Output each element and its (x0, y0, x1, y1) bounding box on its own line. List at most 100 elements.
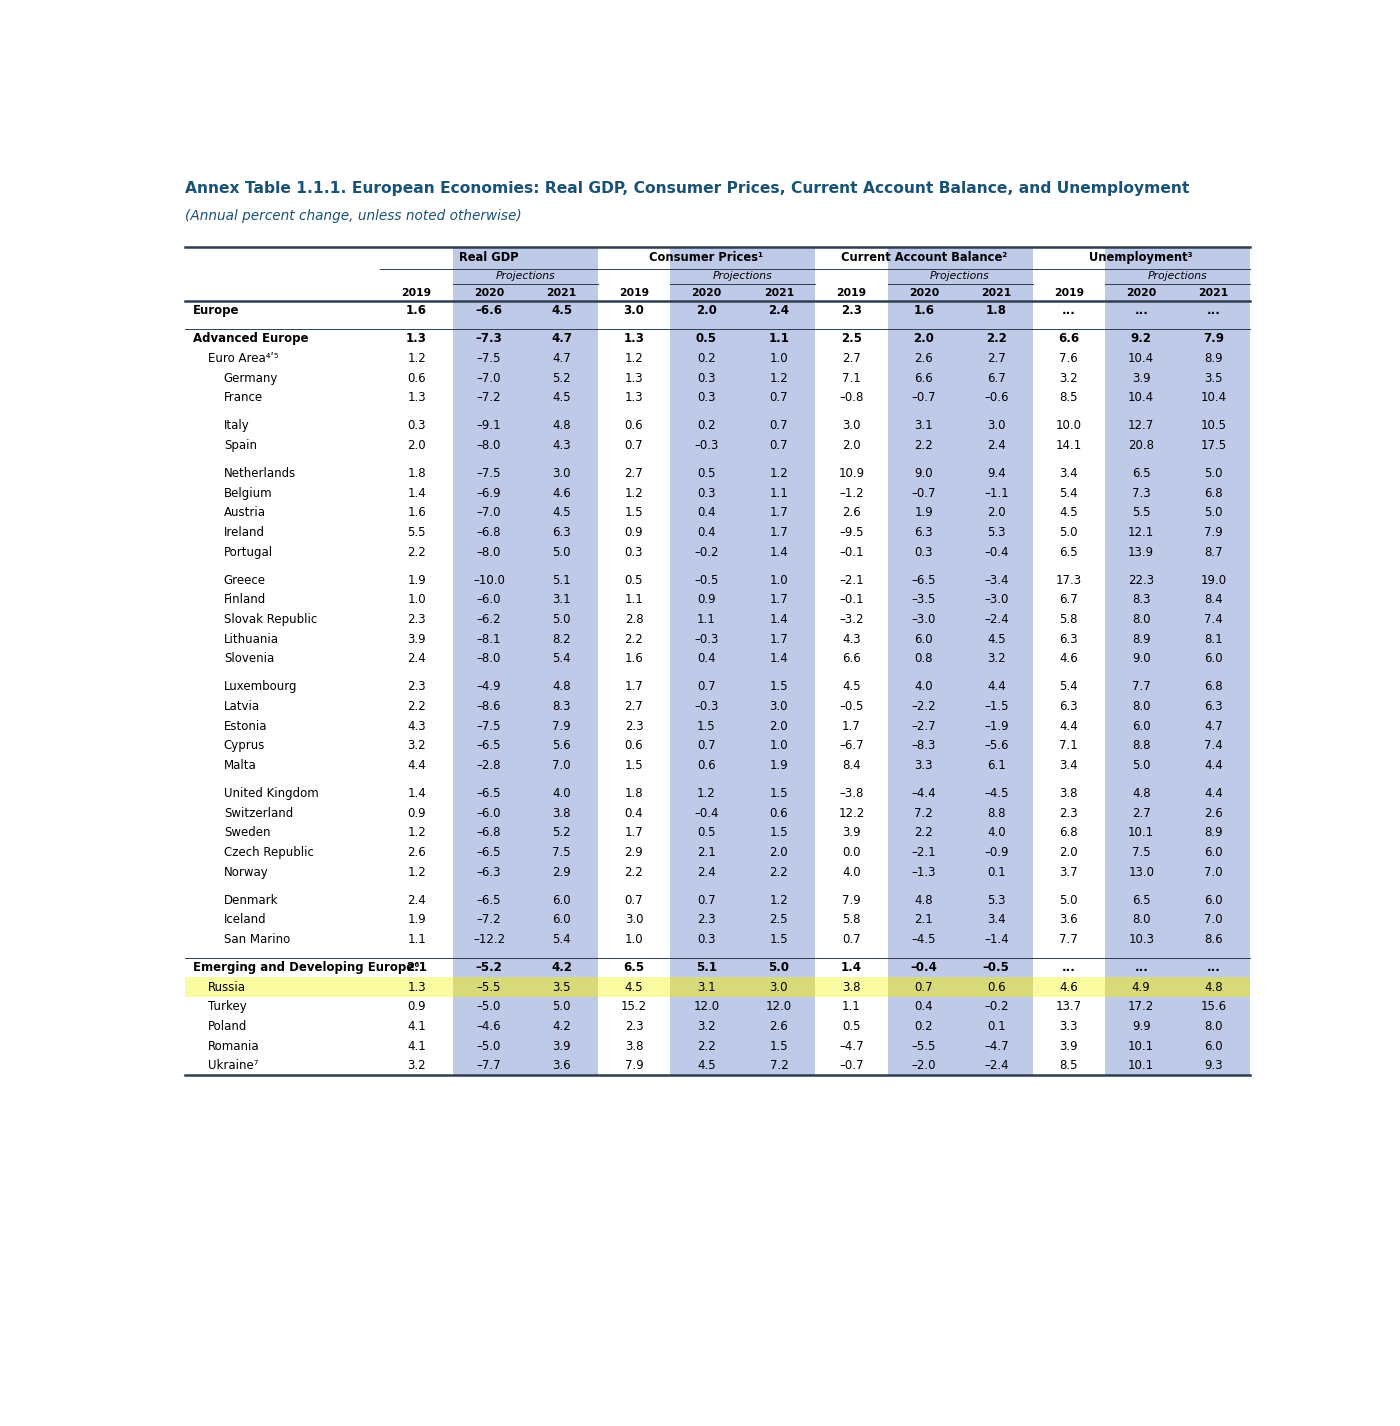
Text: Luxembourg: Luxembourg (224, 680, 297, 693)
Text: 7.5: 7.5 (552, 846, 571, 858)
Text: 6.0: 6.0 (1204, 652, 1224, 665)
Text: –1.5: –1.5 (984, 700, 1008, 713)
Text: 2021: 2021 (764, 288, 794, 298)
Text: –0.4: –0.4 (694, 807, 718, 820)
Text: 1.5: 1.5 (770, 787, 788, 800)
Text: 2021: 2021 (546, 288, 577, 298)
Text: 4.7: 4.7 (552, 332, 573, 345)
Text: Unemployment³: Unemployment³ (1089, 251, 1193, 264)
Text: 4.5: 4.5 (697, 1060, 715, 1072)
Text: –6.5: –6.5 (477, 739, 501, 753)
Text: 1.3: 1.3 (624, 391, 644, 404)
Text: 3.9: 3.9 (1060, 1040, 1078, 1052)
Text: Finland: Finland (224, 593, 266, 606)
Text: 4.3: 4.3 (552, 439, 571, 452)
Text: 6.0: 6.0 (1133, 720, 1151, 733)
Text: 1.5: 1.5 (624, 759, 644, 771)
Text: Spain: Spain (224, 439, 256, 452)
Text: 1.1: 1.1 (697, 613, 715, 626)
Text: 2.7: 2.7 (624, 468, 644, 481)
Text: 7.1: 7.1 (841, 372, 861, 385)
Text: 2.2: 2.2 (914, 439, 934, 452)
Text: Real GDP: Real GDP (459, 251, 519, 264)
Text: 7.1: 7.1 (1060, 739, 1078, 753)
Text: –0.5: –0.5 (983, 961, 1009, 974)
Text: 2.6: 2.6 (914, 352, 934, 365)
Text: Ireland: Ireland (224, 526, 265, 539)
Text: Italy: Italy (224, 419, 249, 432)
Text: –4.9: –4.9 (477, 680, 501, 693)
Text: 4.8: 4.8 (1204, 981, 1224, 994)
Text: –0.9: –0.9 (984, 846, 1008, 858)
Text: 2.0: 2.0 (407, 439, 426, 452)
Text: 5.0: 5.0 (1060, 894, 1078, 907)
Text: 3.3: 3.3 (1060, 1020, 1078, 1032)
Text: 8.8: 8.8 (1133, 739, 1151, 753)
Text: ...: ... (1207, 304, 1221, 317)
Text: Romania: Romania (209, 1040, 260, 1052)
Text: Estonia: Estonia (224, 720, 267, 733)
Text: –9.5: –9.5 (839, 526, 864, 539)
Text: 2.0: 2.0 (1060, 846, 1078, 858)
Text: –1.1: –1.1 (984, 486, 1008, 499)
Text: 2.6: 2.6 (770, 1020, 788, 1032)
Text: 2020: 2020 (692, 288, 721, 298)
Text: 1.4: 1.4 (770, 613, 788, 626)
Text: 8.7: 8.7 (1204, 546, 1224, 559)
Text: 6.6: 6.6 (914, 372, 934, 385)
Text: 1.2: 1.2 (624, 486, 644, 499)
Text: –6.0: –6.0 (477, 807, 501, 820)
Text: 5.4: 5.4 (552, 652, 571, 665)
Text: 6.1: 6.1 (987, 759, 1005, 771)
Text: 1.7: 1.7 (770, 593, 788, 606)
Text: 1.5: 1.5 (770, 1040, 788, 1052)
Text: 10.4: 10.4 (1201, 391, 1226, 404)
Text: 0.7: 0.7 (841, 933, 861, 945)
Text: 0.3: 0.3 (407, 419, 426, 432)
Text: –5.6: –5.6 (984, 739, 1008, 753)
Text: 0.7: 0.7 (914, 981, 934, 994)
Text: 4.8: 4.8 (552, 680, 571, 693)
Text: 3.8: 3.8 (1060, 787, 1078, 800)
Text: Projections: Projections (496, 271, 556, 281)
Text: –4.4: –4.4 (911, 787, 937, 800)
Text: 5.8: 5.8 (843, 913, 861, 927)
Text: 0.9: 0.9 (624, 526, 644, 539)
Text: 3.1: 3.1 (914, 419, 934, 432)
Text: 12.0: 12.0 (766, 1000, 792, 1014)
Text: –2.4: –2.4 (984, 613, 1008, 626)
Text: 10.1: 10.1 (1128, 1040, 1154, 1052)
Text: 9.4: 9.4 (987, 468, 1005, 481)
Text: 0.4: 0.4 (697, 652, 715, 665)
Text: –0.1: –0.1 (839, 593, 864, 606)
Text: Sweden: Sweden (224, 826, 270, 840)
Text: 4.4: 4.4 (1204, 759, 1224, 771)
Text: 2.0: 2.0 (913, 332, 934, 345)
Text: 2.6: 2.6 (1204, 807, 1224, 820)
Text: Austria: Austria (224, 506, 266, 519)
Text: –4.7: –4.7 (984, 1040, 1008, 1052)
Text: 1.3: 1.3 (406, 332, 427, 345)
Text: 10.5: 10.5 (1201, 419, 1226, 432)
Text: 8.0: 8.0 (1133, 700, 1151, 713)
Bar (452, 977, 598, 997)
Text: 2019: 2019 (1054, 288, 1084, 298)
Text: 5.5: 5.5 (1133, 506, 1151, 519)
Text: Poland: Poland (209, 1020, 248, 1032)
Text: ...: ... (1134, 304, 1148, 317)
Text: 2020: 2020 (1126, 288, 1156, 298)
Text: 4.5: 4.5 (552, 304, 573, 317)
Text: Iceland: Iceland (224, 913, 266, 927)
Text: 1.5: 1.5 (770, 933, 788, 945)
Text: 5.0: 5.0 (552, 613, 571, 626)
Text: 7.6: 7.6 (1060, 352, 1078, 365)
Text: 5.0: 5.0 (769, 961, 790, 974)
Text: 1.1: 1.1 (770, 486, 788, 499)
Text: 10.4: 10.4 (1128, 391, 1154, 404)
Text: 7.7: 7.7 (1131, 680, 1151, 693)
Text: 5.0: 5.0 (1204, 506, 1224, 519)
Text: Cyprus: Cyprus (224, 739, 265, 753)
Text: 1.2: 1.2 (407, 352, 426, 365)
Text: 1.1: 1.1 (841, 1000, 861, 1014)
Text: 4.4: 4.4 (1060, 720, 1078, 733)
